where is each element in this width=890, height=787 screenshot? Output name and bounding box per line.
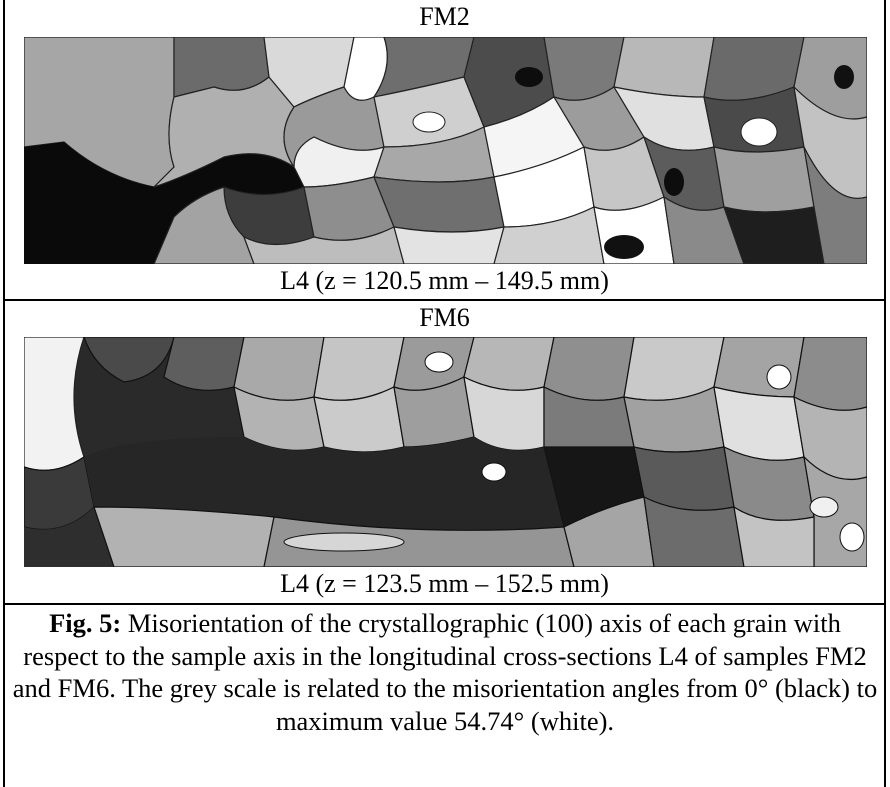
- divider: [5, 603, 884, 605]
- panel-title-fm2: FM2: [419, 2, 470, 31]
- panel-subtitle-fm6: L4 (z = 123.5 mm – 152.5 mm): [280, 569, 609, 598]
- grain-map-fm2-image: [24, 37, 867, 264]
- figure-frame: FM2: [3, 0, 886, 787]
- caption-label: Fig. 5:: [49, 608, 122, 638]
- panel-title-fm6: FM6: [419, 303, 470, 332]
- panel-subtitle-fm2: L4 (z = 120.5 mm – 149.5 mm): [280, 266, 609, 295]
- grain-map-fm2: [24, 37, 867, 264]
- grain-map-fm6-image: [24, 337, 867, 567]
- caption-text: Misorientation of the crystallographic (…: [12, 608, 878, 736]
- divider: [5, 299, 884, 301]
- figure-caption: Fig. 5: Misorientation of the crystallog…: [11, 607, 879, 737]
- grain-map-fm6: [24, 337, 867, 567]
